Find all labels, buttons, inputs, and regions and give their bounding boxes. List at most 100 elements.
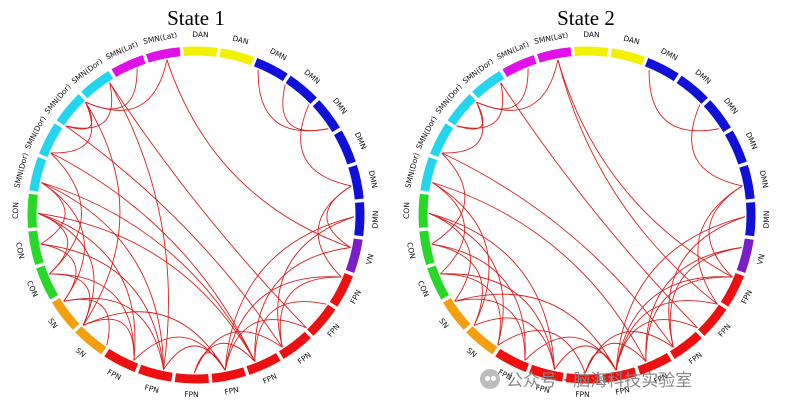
ring-segment-fpn bbox=[278, 331, 311, 359]
chord-link bbox=[317, 185, 352, 278]
wechat-icon bbox=[480, 368, 500, 389]
node-label: DMN bbox=[722, 96, 740, 116]
node-label: DMN bbox=[371, 210, 380, 228]
ring-segment-dan bbox=[219, 48, 254, 66]
ring-segment-fpn bbox=[138, 364, 173, 382]
chord-link bbox=[476, 59, 559, 111]
chord-link bbox=[82, 101, 121, 326]
ring-segment-smn-lat bbox=[537, 47, 572, 63]
state-2-title: State 2 bbox=[557, 6, 615, 30]
chord-link bbox=[279, 276, 342, 348]
node-label: SN bbox=[74, 346, 88, 360]
node-label: SN bbox=[437, 317, 450, 331]
ring-segment-smn-dor bbox=[420, 157, 438, 192]
chord-links bbox=[37, 59, 355, 374]
node-label: CON bbox=[25, 279, 40, 298]
node-label: FPN bbox=[575, 390, 590, 399]
ring-segment-fpn bbox=[329, 272, 353, 307]
chord-link bbox=[691, 104, 743, 187]
chord-link bbox=[41, 182, 85, 302]
chord-link bbox=[65, 82, 113, 129]
chord-link bbox=[41, 182, 256, 362]
ring-segment-smn-dor bbox=[430, 123, 454, 158]
ring-segment-con bbox=[36, 265, 59, 300]
node-label: DMN bbox=[353, 131, 369, 151]
node-label: SN bbox=[465, 346, 479, 360]
chord-link bbox=[456, 101, 484, 130]
node-label: CON bbox=[405, 241, 417, 259]
ring-segment-smn-dor bbox=[447, 94, 476, 126]
chord-link bbox=[615, 319, 698, 371]
ring-segment-dan bbox=[574, 46, 609, 57]
node-label: FPN bbox=[296, 350, 313, 366]
chord-link bbox=[63, 298, 110, 346]
ring-segment-fpn bbox=[211, 367, 246, 383]
ring-segment-fpn bbox=[495, 348, 530, 372]
ring-segment-dmn bbox=[354, 202, 365, 237]
ring-segment-smn-lat bbox=[502, 55, 537, 78]
node-label: CON bbox=[416, 279, 431, 298]
node-label: CON bbox=[402, 202, 411, 219]
ring-segment-dan bbox=[183, 46, 218, 57]
state-2-chord-diagram: DAN DANDMNDMNDMNDMNDMNDMNVNFPNFPNFPNFPNFP… bbox=[402, 30, 771, 399]
state-1-chord-diagram: DAN DANDMNDMNDMNDMNDMNDMNVNFPNFPNFPNFPNFP… bbox=[11, 30, 380, 399]
chord-link bbox=[49, 152, 82, 275]
chord-link bbox=[497, 330, 586, 374]
ring-segment-fpn bbox=[307, 304, 336, 336]
ring-segment-fpn bbox=[720, 272, 744, 307]
node-label: VN bbox=[364, 253, 375, 266]
chord-link bbox=[65, 101, 93, 130]
ring-segment-smn-dor bbox=[472, 71, 505, 99]
node-label: DMN bbox=[331, 96, 349, 116]
chord-link bbox=[224, 319, 307, 371]
node-label: FPN bbox=[325, 322, 341, 339]
ring-segment-dmn bbox=[253, 58, 288, 82]
chord-link bbox=[441, 101, 484, 154]
node-label: CON bbox=[14, 241, 26, 259]
ring-segment-con bbox=[427, 265, 450, 300]
node-label: DMN bbox=[659, 46, 679, 62]
node-label: DMN bbox=[268, 46, 288, 62]
ring-segment-sn bbox=[443, 297, 471, 330]
chord-link bbox=[300, 104, 352, 187]
node-label: VN bbox=[755, 253, 766, 266]
chord-link bbox=[224, 276, 342, 371]
chord-link bbox=[432, 182, 647, 362]
chord-link bbox=[454, 298, 526, 361]
ring-segment-con bbox=[28, 230, 44, 265]
ring-segment-con bbox=[419, 230, 435, 265]
chord-link bbox=[40, 182, 66, 245]
node-label: FPN bbox=[687, 350, 704, 366]
node-label: DAN bbox=[622, 34, 640, 47]
ring-segment-fpn bbox=[669, 331, 702, 359]
node-label: FPN bbox=[739, 288, 754, 305]
chord-link bbox=[615, 216, 746, 371]
chord-link bbox=[49, 273, 135, 361]
ring-segment-dmn bbox=[676, 75, 708, 104]
chord-link bbox=[41, 182, 164, 370]
node-label: DMN bbox=[762, 210, 771, 228]
ring-segment-smn-lat bbox=[111, 55, 146, 78]
chord-link bbox=[440, 273, 555, 370]
chord-link bbox=[557, 59, 718, 305]
ring-segment-con bbox=[418, 193, 429, 228]
chord-link bbox=[648, 69, 720, 132]
chord-link bbox=[224, 216, 355, 371]
chord-link bbox=[432, 182, 465, 275]
chord-link bbox=[109, 82, 169, 370]
ring-segment-fpn bbox=[529, 364, 564, 382]
chord-link bbox=[708, 185, 743, 278]
ring-segment-fpn bbox=[565, 373, 600, 384]
ring-segment-smn-dor bbox=[56, 94, 85, 126]
node-label: DMN bbox=[367, 170, 379, 189]
chord-link bbox=[109, 82, 307, 329]
chord-link bbox=[697, 185, 743, 305]
chord-link bbox=[63, 297, 164, 370]
ring-segment-dmn bbox=[724, 130, 747, 165]
ring-segment-smn-dor bbox=[81, 71, 114, 99]
node-label: FPN bbox=[184, 390, 199, 399]
chord-link bbox=[456, 82, 504, 129]
node-label: SMN(Dor) bbox=[12, 152, 30, 189]
ring-segment-dmn bbox=[703, 100, 731, 133]
